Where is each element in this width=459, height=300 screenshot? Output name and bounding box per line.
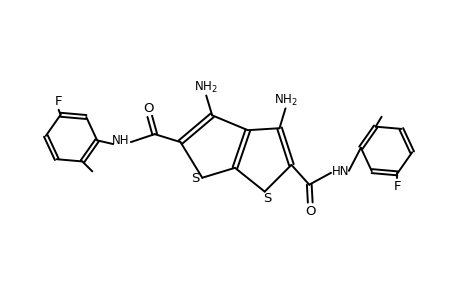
Text: HN: HN [331,165,349,178]
Text: S: S [191,172,199,185]
Text: NH: NH [112,134,129,147]
Text: F: F [55,95,62,108]
Text: F: F [393,180,400,193]
Text: NH$_2$: NH$_2$ [194,80,218,95]
Text: O: O [143,102,154,115]
Text: NH$_2$: NH$_2$ [273,93,297,108]
Text: O: O [304,205,315,218]
Text: S: S [263,192,271,205]
